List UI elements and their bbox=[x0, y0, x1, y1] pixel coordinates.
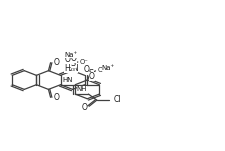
Text: H₂N: H₂N bbox=[64, 64, 78, 73]
Text: S: S bbox=[71, 59, 76, 68]
Text: Na⁺: Na⁺ bbox=[101, 66, 115, 71]
Text: O: O bbox=[54, 58, 59, 67]
Text: O: O bbox=[89, 72, 95, 81]
Text: O: O bbox=[81, 103, 87, 112]
Text: Na⁺: Na⁺ bbox=[64, 52, 78, 58]
Text: O: O bbox=[65, 55, 71, 64]
Text: O: O bbox=[83, 66, 90, 74]
Text: S: S bbox=[89, 69, 94, 77]
Text: HN: HN bbox=[63, 77, 73, 83]
Text: O⁻: O⁻ bbox=[98, 67, 106, 73]
Text: NH: NH bbox=[76, 86, 87, 92]
Text: O⁻: O⁻ bbox=[80, 59, 89, 65]
Text: Cl: Cl bbox=[114, 95, 121, 104]
Text: O: O bbox=[71, 54, 77, 63]
Text: O: O bbox=[54, 93, 59, 102]
